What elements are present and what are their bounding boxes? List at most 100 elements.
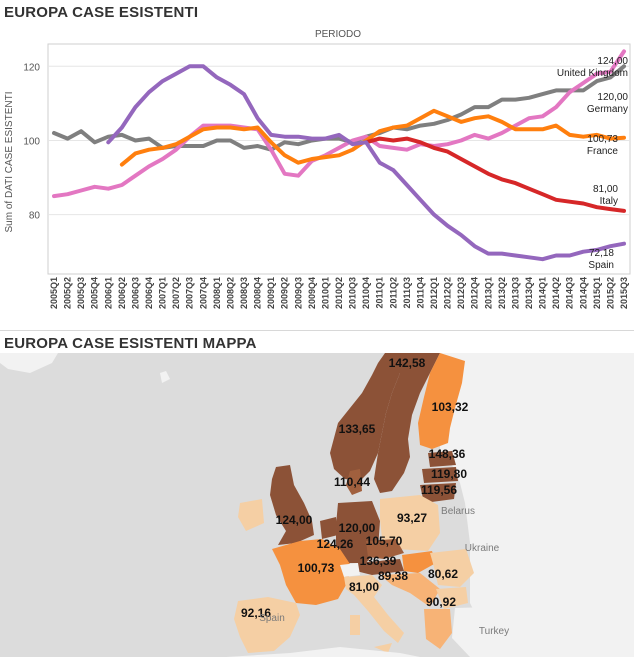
plot-frame [47,43,631,275]
map-value-label-finland: 103,32 [432,400,469,414]
country-spain[interactable] [234,597,300,653]
x-tick-label: 2013Q2 [497,277,507,309]
map-value-label-italy: 81,00 [349,580,379,594]
x-tick-label: 2011Q1 [375,277,385,309]
x-tick-label: 2007Q3 [185,277,195,309]
x-tick-label: 2015Q1 [592,277,602,309]
x-tick-label: 2015Q3 [619,277,629,309]
country-united-kingdom[interactable] [270,465,314,545]
x-tick-label: 2013Q4 [524,277,534,309]
x-tick-label: 2006Q3 [130,277,140,309]
map-value-label-sweden: 142,58 [389,356,426,370]
map-place-names: Belarus Ukraine Turkey Spain [259,506,509,637]
country-finland[interactable] [418,353,465,449]
country-bulgaria[interactable] [436,587,468,609]
series-line-germany[interactable] [52,64,626,152]
x-tick-label: 2008Q3 [239,277,249,309]
x-tick-labels: 2005Q1 2005Q2 2005Q3 2005Q4 2006Q1 2006Q2 2006… [49,277,629,309]
x-tick-label: 2008Q2 [225,277,235,309]
eastern-landmass [430,353,634,657]
x-tick-label: 2007Q1 [158,277,168,309]
y-axis-label: Sum of DATI CASE ESISTENTI [4,92,15,233]
country-estonia[interactable] [428,451,456,467]
country-czechia[interactable] [366,539,404,559]
country-lithuania[interactable] [420,483,456,503]
series-end-value: 81,00 [593,184,618,195]
x-tick-label: 2005Q2 [63,277,73,309]
place-name-belarus: Belarus [441,506,475,517]
x-tick-label: 2015Q2 [605,277,615,309]
x-tick-label: 2010Q3 [348,277,358,309]
country-greece[interactable] [424,609,452,649]
x-tick-label: 2013Q3 [510,277,520,309]
map-value-label-poland: 93,27 [397,511,427,525]
country-hungary[interactable] [402,551,436,573]
map-sheet-title: EUROPA CASE ESISTENTI MAPPA [4,335,257,352]
x-tick-label: 2014Q1 [538,277,548,309]
section-divider [0,330,634,331]
x-tick-label: 2011Q3 [402,277,412,309]
map-value-label-france: 100,73 [298,561,335,575]
x-tick-label: 2005Q4 [90,277,100,309]
island-sicily [374,643,392,653]
country-netherlands[interactable] [320,517,338,539]
series-end-name: Spain [588,260,614,271]
x-tick-label: 2012Q1 [429,277,439,309]
map-value-labels: 142,58 103,32 133,65 148,36 119,80 119,56 110,… [241,356,469,620]
country-ireland[interactable] [238,499,264,531]
map-value-label-germany: 120,00 [339,521,376,535]
y-tick-labels: 80 100 120 [23,62,40,221]
map-value-label-netherlands: 124,26 [317,537,354,551]
map-value-label-bulgaria: 90,92 [426,595,456,609]
series-line-italy[interactable] [364,136,626,213]
map-value-label-united-kingdom: 124,00 [276,513,313,527]
x-tick-label: 2009Q4 [307,277,317,309]
country-denmark[interactable] [346,469,362,495]
x-tick-label: 2010Q2 [334,277,344,309]
country-switzerland [340,563,360,577]
series-lines[interactable] [52,49,626,262]
map-value-label-czechia: 105,70 [366,534,403,548]
x-tick-label: 2010Q1 [320,277,330,309]
x-tick-label: 2013Q1 [483,277,493,309]
x-tick-label: 2012Q3 [456,277,466,309]
map-value-label-denmark: 110,44 [334,475,370,489]
country-romania[interactable] [430,549,474,587]
country-norway[interactable] [330,353,404,481]
x-tick-label: 2006Q2 [117,277,127,309]
x-tick-label: 2006Q4 [144,277,154,309]
map-value-label-spain: 92,16 [241,606,271,620]
series-line-france[interactable] [119,108,626,167]
x-tick-label: 2009Q2 [280,277,290,309]
series-end-value: 100,73 [587,134,618,145]
map-value-label-lithuania: 119,56 [421,483,457,497]
series-line-spain[interactable] [106,64,626,262]
country-austria[interactable] [356,559,404,575]
x-tick-label: 2007Q4 [198,277,208,309]
x-tick-label: 2006Q1 [103,277,113,309]
place-name-ukraine: Ukraine [465,543,500,554]
x-tick-label: 2005Q3 [76,277,86,309]
series-end-value: 72,18 [589,248,614,259]
series-line-united-kingdom[interactable] [52,49,626,199]
series-end-name: Germany [587,104,628,115]
country-france[interactable] [272,539,352,605]
series-end-name: Italy [600,196,618,207]
x-tick-label: 2010Q4 [361,277,371,309]
choropleth-map[interactable]: 142,58 103,32 133,65 148,36 119,80 119,56 110,… [0,353,634,657]
series-end-name: United Kingdom [557,68,628,79]
country-italy[interactable] [344,575,404,643]
map-value-label-latvia: 119,80 [431,467,467,481]
x-tick-label: 2012Q4 [470,277,480,309]
map-value-label-norway: 133,65 [339,422,376,436]
map-value-label-estonia: 148,36 [429,447,466,461]
line-chart: PERIODO Sum of DATI CASE ESISTENTI 80 100… [4,29,631,309]
country-balkans[interactable] [380,573,440,607]
country-poland[interactable] [380,495,440,551]
country-latvia[interactable] [422,467,458,483]
place-name-turkey: Turkey [479,626,509,637]
chart-title: PERIODO [315,29,361,40]
country-sweden[interactable] [374,353,440,493]
x-tick-label: 2008Q1 [212,277,222,309]
